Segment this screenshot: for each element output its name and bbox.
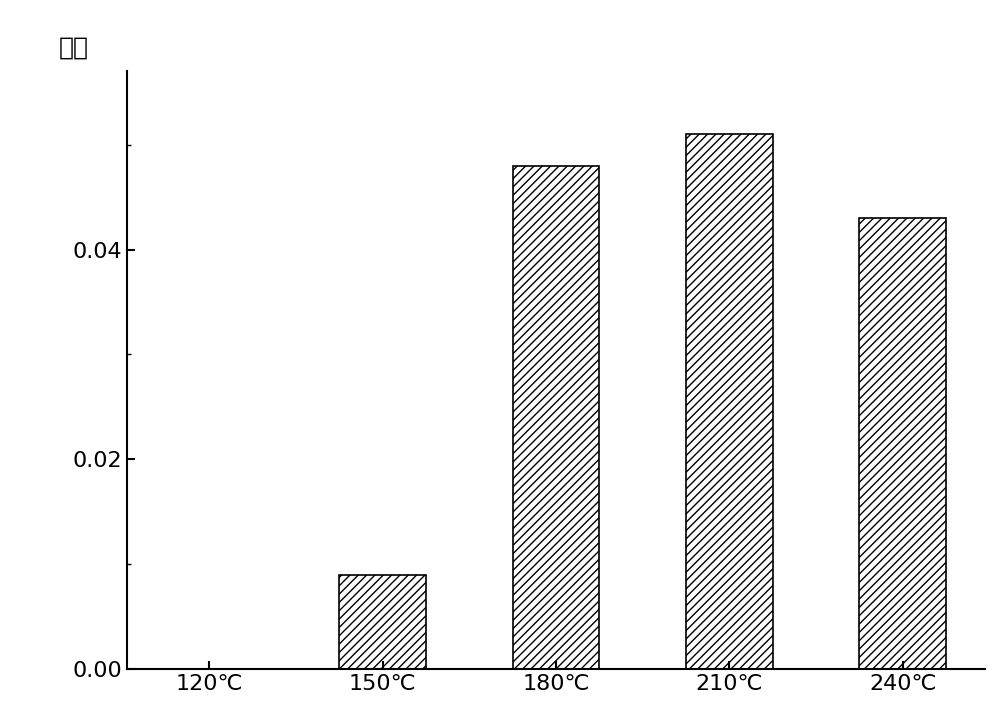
Bar	[513, 166, 599, 669]
Text: 产率: 产率	[58, 35, 88, 60]
Bar	[339, 575, 426, 669]
Bar	[859, 218, 946, 669]
Bar	[686, 134, 773, 669]
